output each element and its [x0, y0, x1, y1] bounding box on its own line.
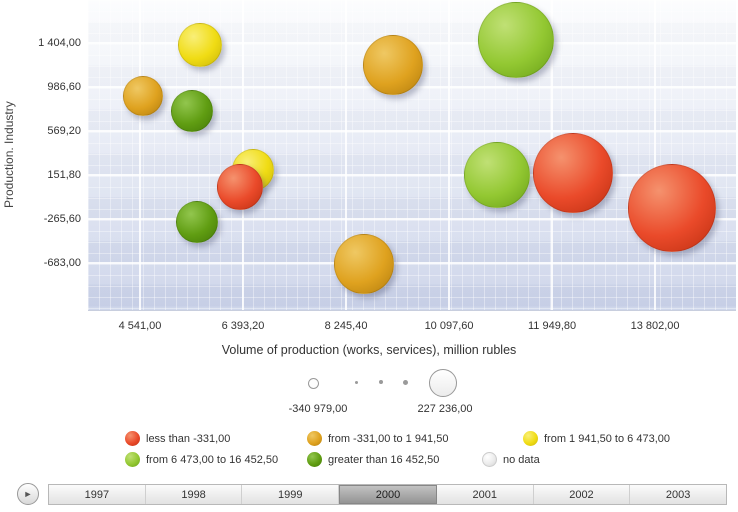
size-legend: -340 979,00 227 236,00	[0, 366, 738, 422]
gridline-vertical	[448, 0, 451, 310]
bubble[interactable]	[123, 76, 163, 117]
size-legend-max-circle-icon	[429, 369, 457, 397]
play-button[interactable]: ►	[17, 483, 39, 505]
legend-swatch-icon	[125, 431, 140, 446]
timeline: ► 1997 1998 1999 2000 2001 2002 2003	[0, 480, 738, 510]
legend-swatch-icon	[307, 431, 322, 446]
timeline-year-2002[interactable]: 2002	[534, 485, 631, 504]
timeline-year-1998[interactable]: 1998	[146, 485, 243, 504]
bubble[interactable]	[627, 163, 716, 252]
plot-area	[88, 0, 736, 311]
legend-label: greater than 16 452,50	[328, 453, 440, 466]
legend-label: from 6 473,00 to 16 452,50	[146, 453, 279, 466]
y-axis-tick-labels: 1 404,00 986,60 569,20 151,80 -265,60 -683,00	[0, 0, 84, 310]
gridline-vertical	[345, 0, 348, 310]
bubble[interactable]	[478, 2, 555, 79]
legend-item[interactable]: from -331,00 to 1 941,50	[307, 431, 448, 446]
size-legend-max-label: 227 236,00	[417, 403, 473, 415]
y-tick-label: 1 404,00	[38, 37, 81, 49]
bubble-layer	[88, 0, 736, 310]
year-track[interactable]: 1997 1998 1999 2000 2001 2002 2003	[48, 484, 727, 505]
legend-label: from -331,00 to 1 941,50	[328, 432, 449, 445]
size-legend-min-label: -340 979,00	[288, 403, 348, 415]
x-tick-label: 4 541,00	[118, 320, 162, 332]
y-tick-label: -683,00	[43, 256, 81, 269]
legend-item[interactable]: from 6 473,00 to 16 452,50	[125, 452, 278, 467]
bubble[interactable]	[363, 35, 423, 96]
gridline-horizontal	[88, 217, 736, 220]
bubble[interactable]	[171, 89, 213, 132]
y-tick-label: -265,60	[43, 212, 81, 225]
legend-swatch-icon	[523, 431, 538, 446]
size-legend-dot-icon	[379, 380, 383, 384]
x-tick-label: 13 802,00	[630, 320, 680, 332]
timeline-year-2001[interactable]: 2001	[437, 485, 534, 504]
legend-item[interactable]: from 1 941,50 to 6 473,00	[523, 431, 670, 446]
bubble[interactable]	[217, 163, 263, 210]
bubble[interactable]	[532, 132, 613, 213]
timeline-year-2003[interactable]: 2003	[665, 488, 691, 501]
gridline-vertical	[139, 0, 141, 310]
legend-label: less than -331,00	[146, 432, 231, 445]
legend-label: from 1 941,50 to 6 473,00	[544, 432, 670, 445]
x-tick-label: 6 393,20	[221, 320, 265, 332]
size-legend-dot-icon	[355, 381, 358, 384]
x-tick-label: 8 245,40	[324, 320, 368, 332]
x-tick-label: 11 949,80	[527, 320, 577, 332]
size-legend-min-circle-icon	[308, 378, 319, 389]
legend-swatch-icon	[307, 452, 322, 467]
legend-item[interactable]: less than -331,00	[125, 431, 230, 446]
bubble[interactable]	[178, 23, 222, 67]
size-legend-dot-icon	[403, 380, 408, 385]
bubble[interactable]	[176, 200, 218, 243]
y-tick-label: 986,60	[47, 81, 81, 93]
bubble[interactable]	[334, 234, 395, 295]
timeline-year-1999[interactable]: 1999	[242, 485, 340, 504]
timeline-year-1997[interactable]: 1997	[49, 485, 146, 504]
gridline-vertical	[654, 0, 657, 310]
gridline-horizontal	[88, 173, 736, 176]
x-axis-title: Volume of production (works, services), …	[221, 343, 517, 357]
legend-label: no data	[503, 453, 540, 466]
y-tick-label: 151,80	[47, 168, 81, 181]
legend-swatch-icon	[482, 452, 497, 467]
legend-item[interactable]: no data	[482, 452, 540, 467]
bubble[interactable]	[464, 141, 530, 208]
y-tick-label: 569,20	[47, 124, 81, 137]
x-tick-label: 10 097,60	[424, 320, 474, 332]
x-axis-tick-labels: 4 541,00 6 393,20 8 245,40 10 097,60 11 949,…	[88, 320, 736, 336]
color-legend: less than -331,00 from -331,00 to 1 941,5…	[0, 428, 738, 476]
legend-item[interactable]: greater than 16 452,50	[307, 452, 439, 467]
legend-swatch-icon	[125, 452, 140, 467]
timeline-year-2000[interactable]: 2000	[339, 485, 437, 504]
play-icon: ►	[23, 489, 33, 499]
gridline-horizontal	[88, 129, 736, 132]
gridline-horizontal	[88, 261, 736, 264]
